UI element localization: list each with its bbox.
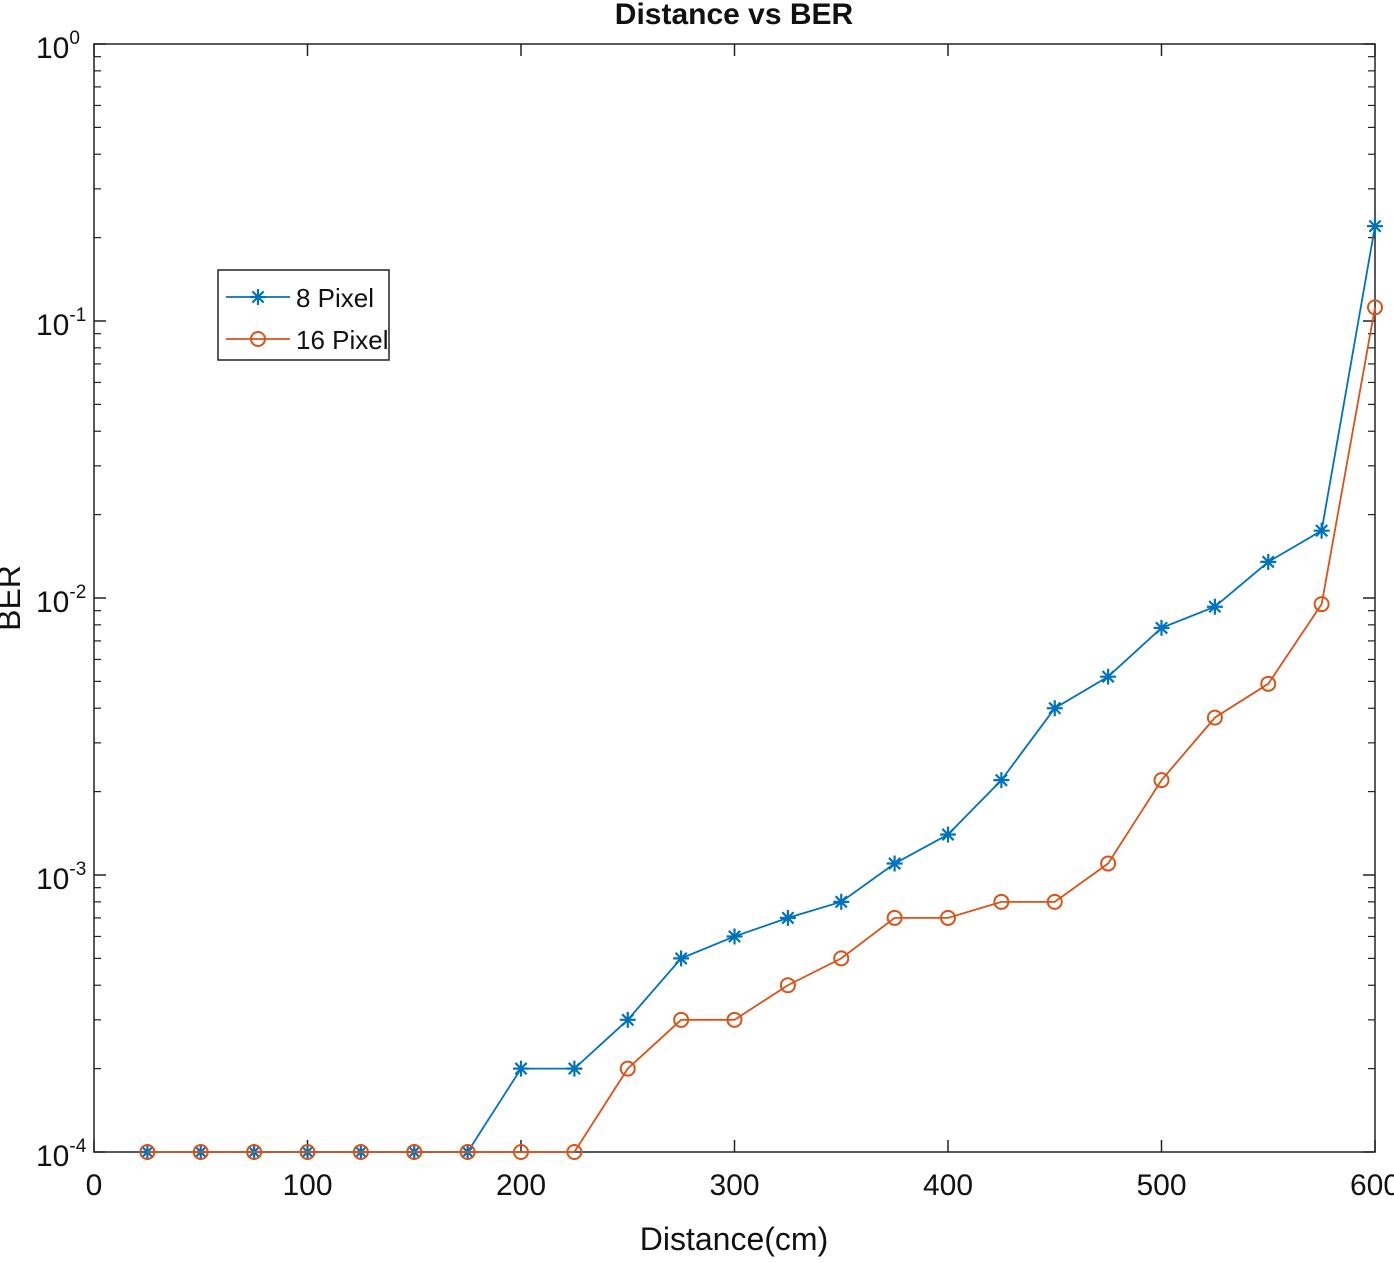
data-point xyxy=(513,1060,529,1077)
data-point xyxy=(1206,709,1223,726)
data-point xyxy=(246,1144,263,1160)
y-tick-label: 10-2 xyxy=(36,582,86,619)
data-point xyxy=(673,1011,690,1028)
y-axis-label: BER xyxy=(0,565,27,631)
x-tick-label: 0 xyxy=(86,1169,103,1202)
y-tick-label: 100 xyxy=(36,28,80,65)
data-point xyxy=(726,1011,743,1028)
y-tick-label: 10-1 xyxy=(36,305,86,342)
series-2 xyxy=(139,299,1383,1160)
series-line xyxy=(147,307,1376,1153)
legend-marker xyxy=(250,331,266,347)
data-point xyxy=(1046,893,1063,910)
x-axis-label: Distance(cm) xyxy=(640,1221,828,1257)
data-point xyxy=(1367,299,1383,316)
data-point xyxy=(459,1144,476,1160)
data-point xyxy=(886,909,903,926)
data-point xyxy=(299,1144,316,1160)
x-tick-label: 300 xyxy=(709,1169,759,1202)
data-point xyxy=(566,1144,583,1160)
legend-box xyxy=(217,269,390,361)
series-layer xyxy=(139,218,1383,1160)
legend-label: 8 Pixel xyxy=(296,283,374,313)
data-point xyxy=(886,855,903,872)
x-tick-label: 400 xyxy=(923,1169,973,1202)
data-point xyxy=(619,1011,636,1028)
data-point xyxy=(406,1144,423,1160)
data-point xyxy=(726,928,743,945)
data-point xyxy=(1153,619,1170,636)
data-point xyxy=(619,1060,636,1077)
data-point xyxy=(1260,675,1277,692)
data-point xyxy=(1260,553,1277,570)
data-point xyxy=(566,1060,583,1077)
data-point xyxy=(1313,522,1330,539)
data-point xyxy=(192,1144,209,1160)
legend-marker xyxy=(250,289,266,305)
data-point xyxy=(940,909,956,926)
data-point xyxy=(779,977,796,994)
data-point xyxy=(833,950,850,967)
data-point xyxy=(1100,668,1117,685)
series-line xyxy=(147,225,1376,1153)
data-point xyxy=(1100,855,1117,872)
data-point xyxy=(513,1144,529,1160)
data-point xyxy=(1367,218,1383,235)
chart-title: Distance vs BER xyxy=(615,0,854,31)
data-point xyxy=(1153,772,1170,789)
y-tick-label: 10-4 xyxy=(36,1136,87,1173)
data-point xyxy=(1046,700,1063,717)
data-point xyxy=(352,1144,369,1160)
y-tick-label: 10-3 xyxy=(36,859,86,896)
axes: 0 100 200 300 400 500 600 10-4 10-3 10-2 10-1 100 xyxy=(36,28,1394,1202)
x-tick-label: 100 xyxy=(282,1169,332,1202)
x-tick-label: 600 xyxy=(1350,1169,1394,1202)
data-point xyxy=(139,1144,156,1160)
legend: 8 Pixel 16 Pixel xyxy=(217,269,390,361)
data-point xyxy=(993,772,1010,789)
data-point xyxy=(673,950,690,967)
x-tick-label: 500 xyxy=(1136,1169,1186,1202)
data-point xyxy=(833,893,850,910)
data-point xyxy=(1313,596,1330,613)
legend-label: 16 Pixel xyxy=(296,325,389,355)
x-tick-label: 200 xyxy=(496,1169,546,1202)
data-point xyxy=(779,909,796,926)
plot-frame xyxy=(93,43,1376,1153)
data-point xyxy=(940,826,956,843)
data-point xyxy=(993,893,1010,910)
data-point xyxy=(1206,598,1223,615)
